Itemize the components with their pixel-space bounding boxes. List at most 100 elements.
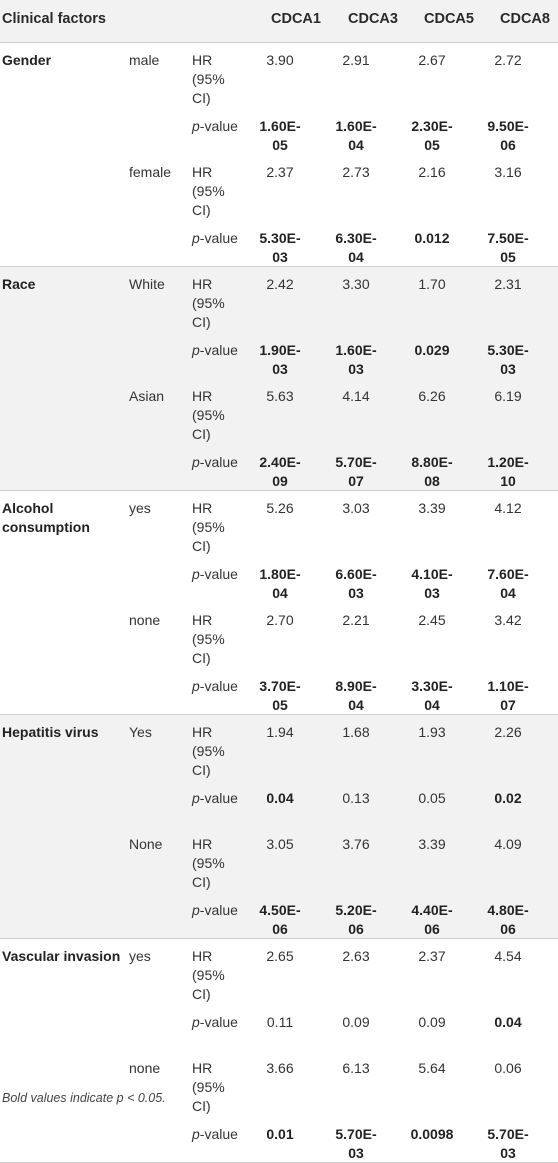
subgroup-label: White [129,276,165,292]
hr-value: 4.12 [494,500,522,516]
p-value: 5.70E-03 [335,1126,377,1161]
hr-value: 2.91 [342,52,370,68]
p-value: 7.60E-04 [487,566,529,601]
hr-value: 6.19 [494,388,522,404]
p-value-label-rest: -value [199,1014,238,1030]
hr-label: HR (95% CI) [192,724,225,778]
p-value-label-italic: p [192,118,200,134]
header-clinical-factors: Clinical factors [2,11,106,27]
p-value: 0.01 [266,1126,294,1142]
hr-value: 6.13 [342,1060,370,1076]
group-band [0,714,558,938]
p-value: 0.0098 [410,1126,454,1142]
p-value-label-italic: p [192,454,200,470]
p-value: 1.60E-03 [335,342,377,377]
hr-value: 2.37 [266,164,294,180]
hr-value: 5.63 [266,388,294,404]
p-value-label-rest: -value [199,678,238,694]
subgroup-label: yes [129,500,151,516]
hr-label: HR (95% CI) [192,836,225,890]
hr-label: HR (95% CI) [192,1060,225,1114]
p-value-label: p-value [192,677,238,696]
p-value: 0.09 [342,1014,370,1030]
header-cdca5: CDCA5 [424,11,474,27]
hr-value: 1.93 [418,724,446,740]
subgroup-label: Asian [129,388,165,404]
hr-label: HR (95% CI) [192,948,225,1002]
p-value-label-rest: -value [199,342,238,358]
p-value: 2.40E-09 [259,454,301,489]
p-value: 5.30E-03 [259,230,301,265]
p-value: 0.05 [418,790,446,806]
hr-label: HR (95% CI) [192,612,225,666]
group-factor-label: Vascular invasion [2,948,121,964]
hr-value: 3.16 [494,164,522,180]
hr-value: 3.42 [494,612,522,628]
table-header: Clinical factors CDCA1 CDCA3 CDCA5 CDCA8 [0,0,558,43]
p-value: 1.90E-03 [259,342,301,377]
p-value-label-italic: p [192,1014,200,1030]
p-value: 1.20E-10 [487,454,529,489]
p-value: 5.20E-06 [335,902,377,937]
subgroup-label: female [129,164,172,180]
hr-value: 4.54 [494,948,522,964]
p-value: 8.90E-04 [335,678,377,713]
p-value: 5.30E-03 [487,342,529,377]
hr-value: 2.16 [418,164,446,180]
p-value: 1.60E-05 [259,118,301,153]
hr-value: 3.66 [266,1060,294,1076]
hr-value: 4.14 [342,388,370,404]
p-value: 3.30E-04 [411,678,453,713]
p-value-label-italic: p [192,230,200,246]
hr-value: 2.42 [266,276,294,292]
hr-value: 0.06 [494,1060,522,1076]
hr-value: 2.45 [418,612,446,628]
subgroup-label: none [129,1060,161,1076]
group-factor-label: Race [2,276,36,292]
p-value-label-rest: -value [199,118,238,134]
p-value: 1.80E-04 [259,566,301,601]
p-value-label: p-value [192,1125,238,1144]
p-value: 6.60E-03 [335,566,377,601]
p-value: 0.04 [266,790,294,806]
hr-label: HR (95% CI) [192,52,225,106]
footnote: Bold values indicate p < 0.05. [2,1091,166,1105]
hr-label: HR (95% CI) [192,276,225,330]
hr-value: 2.37 [418,948,446,964]
hr-value: 3.90 [266,52,294,68]
p-value-label-italic: p [192,902,200,918]
p-value-label-rest: -value [199,790,238,806]
p-value: 0.012 [414,230,450,246]
p-value-label: p-value [192,901,238,920]
p-value: 3.70E-05 [259,678,301,713]
header-cdca1: CDCA1 [271,11,321,27]
hr-value: 2.65 [266,948,294,964]
p-value: 5.70E-07 [335,454,377,489]
p-value: 1.60E-04 [335,118,377,153]
subgroup-label: yes [129,948,151,964]
group-separator [0,714,558,715]
p-value: 0.09 [418,1014,446,1030]
p-value: 4.80E-06 [487,902,529,937]
hr-value: 1.94 [266,724,294,740]
hr-value: 2.70 [266,612,294,628]
p-value: 4.50E-06 [259,902,301,937]
hr-value: 3.76 [342,836,370,852]
hr-value: 3.03 [342,500,370,516]
subgroup-label: None [129,836,163,852]
footnote-prefix: Bold values indicate [2,1091,117,1105]
hr-value: 2.72 [494,52,522,68]
p-value: 0.02 [494,790,522,806]
p-value: 0.11 [266,1014,294,1030]
p-value-label-rest: -value [199,230,238,246]
hr-value: 1.70 [418,276,446,292]
p-value-label: p-value [192,229,238,248]
p-value-label: p-value [192,1013,238,1032]
p-value: 4.10E-03 [411,566,453,601]
hr-label: HR (95% CI) [192,500,225,554]
header-cdca8: CDCA8 [500,11,550,27]
hr-value: 2.21 [342,612,370,628]
group-separator [0,938,558,939]
hr-value: 2.67 [418,52,446,68]
